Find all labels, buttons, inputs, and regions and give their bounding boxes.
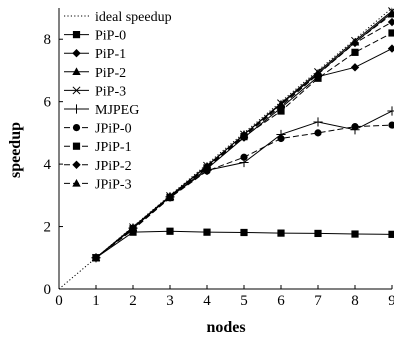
series-line	[95, 32, 393, 259]
y-axis-label: speedup	[7, 122, 24, 178]
x-axis-label: nodes	[206, 319, 245, 336]
legend-marker	[72, 86, 81, 95]
x-tick-label: 1	[92, 293, 100, 309]
legend-label: JPiP-3	[95, 177, 132, 192]
legend-item: JPiP-1	[64, 140, 132, 155]
y-tick-label: 2	[44, 220, 52, 236]
legend-label: JPiP-2	[95, 159, 132, 174]
y-tick-label: 4	[44, 157, 52, 173]
data-point	[240, 228, 248, 237]
series-layer	[58, 7, 394, 290]
data-point	[313, 117, 323, 127]
legend-marker	[72, 67, 81, 75]
x-tick-label: 6	[277, 293, 285, 309]
series-line	[58, 7, 393, 290]
data-point	[388, 29, 394, 37]
legend-marker	[72, 160, 81, 169]
data-point	[276, 100, 286, 108]
x-tick-label: 0	[55, 293, 63, 309]
data-point	[388, 230, 394, 238]
legend-marker	[71, 104, 82, 114]
legend-item: JPiP-0	[64, 122, 132, 137]
data-point	[240, 153, 248, 161]
data-point	[387, 44, 394, 53]
x-tick-label: 3	[166, 293, 174, 309]
data-point	[202, 162, 212, 171]
legend-item: JPiP-2	[64, 159, 132, 174]
legend-marker	[72, 49, 81, 58]
legend-label: MJPEG	[95, 103, 139, 118]
x-tick-label: 7	[314, 293, 322, 309]
data-point	[239, 130, 249, 139]
data-point	[387, 17, 394, 27]
data-point	[314, 129, 322, 137]
series-jpip-1	[92, 29, 394, 262]
data-point	[350, 63, 360, 72]
legend-marker	[72, 31, 81, 39]
legend-label: PiP-2	[95, 66, 126, 81]
data-point	[165, 192, 175, 201]
data-point	[313, 69, 323, 77]
data-point	[277, 134, 285, 143]
legend-marker	[72, 142, 81, 150]
legend: ideal speedup PiP-0 PiP-1 PiP-2 PiP-3 MJPEG JP…	[64, 10, 172, 192]
x-tick-label: 9	[388, 293, 394, 309]
y-tick-label: 6	[44, 95, 52, 111]
axes-layer	[58, 8, 392, 290]
data-point	[350, 37, 360, 46]
legend-marker	[72, 124, 81, 132]
series-jpip-3	[91, 9, 394, 261]
y-tick-label: 8	[44, 32, 52, 48]
y-tick-label: 0	[44, 282, 52, 298]
legend-item: MJPEG	[64, 103, 139, 118]
legend-item: PiP-1	[64, 47, 126, 62]
data-point	[203, 228, 211, 236]
data-point	[351, 123, 359, 131]
legend-item: JPiP-3	[64, 177, 132, 192]
legend-label: JPiP-0	[95, 122, 132, 137]
legend-label: JPiP-1	[95, 140, 132, 155]
legend-label: ideal speedup	[95, 10, 172, 25]
series-jpip-0	[92, 121, 394, 262]
data-point	[387, 9, 394, 18]
legend-label: PiP-0	[95, 29, 126, 44]
series-line	[95, 124, 393, 259]
data-point	[387, 106, 394, 116]
legend-label: PiP-3	[95, 84, 126, 99]
x-tick-label: 2	[129, 293, 137, 309]
data-point	[388, 121, 394, 129]
legend-label: PiP-1	[95, 47, 126, 62]
data-point	[91, 253, 101, 261]
data-point	[314, 229, 322, 238]
data-point	[277, 229, 285, 237]
data-point	[166, 227, 174, 235]
data-point	[351, 230, 359, 238]
legend-item: PiP-2	[64, 66, 126, 81]
x-tick-label: 8	[351, 293, 359, 309]
data-point	[128, 223, 138, 232]
series-line	[95, 48, 393, 259]
data-point	[351, 48, 359, 56]
series-pip-0	[92, 227, 394, 262]
series-mjpeg	[91, 106, 394, 263]
legend-marker	[72, 179, 81, 187]
x-tick-label: 4	[203, 293, 211, 309]
legend-item: ideal speedup	[64, 10, 172, 25]
legend-item: PiP-3	[64, 84, 126, 99]
ticks-layer: 0 1 2 3 4 5 6 7 8 9 0 2 4 6 8	[44, 32, 394, 309]
legend-item: PiP-0	[64, 29, 126, 44]
x-tick-label: 5	[240, 293, 248, 309]
series-ideal-speedup	[58, 7, 393, 290]
data-point	[277, 107, 285, 115]
